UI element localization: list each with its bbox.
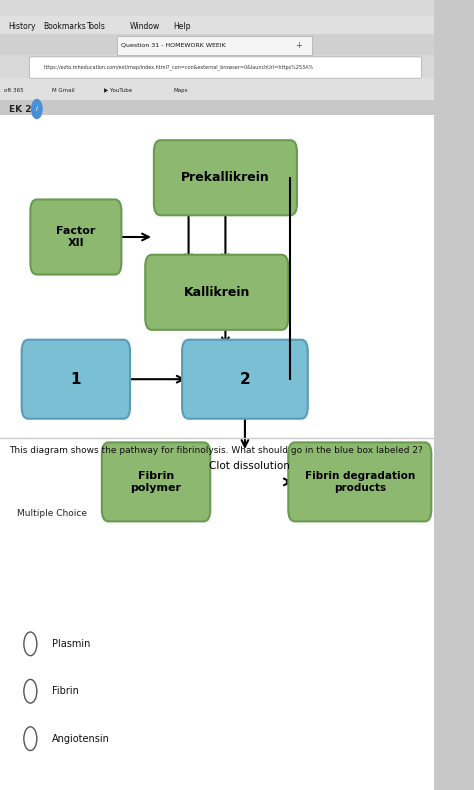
Text: https://ezto.mheducation.com/ext/map/index.html?_con=con&external_browser=0&laun: https://ezto.mheducation.com/ext/map/ind… [43,65,313,70]
Text: This diagram shows the pathway for fibrinolysis. What should go in the blue box : This diagram shows the pathway for fibri… [9,446,422,455]
Text: Tools: Tools [87,22,106,32]
Text: History: History [9,22,36,32]
Text: M Gmail: M Gmail [52,88,74,92]
Text: Fibrin: Fibrin [52,687,79,696]
Text: Bookmarks: Bookmarks [43,22,86,32]
Text: Question 31 - HOMEWORK WEEIK: Question 31 - HOMEWORK WEEIK [121,43,226,47]
Text: Factor
XII: Factor XII [56,226,96,248]
Text: Prekallikrein: Prekallikrein [181,171,270,184]
FancyBboxPatch shape [154,141,297,216]
FancyBboxPatch shape [0,78,434,100]
Text: Maps: Maps [173,88,188,92]
FancyBboxPatch shape [145,255,288,330]
Text: Window: Window [130,22,160,32]
FancyBboxPatch shape [22,340,130,419]
Circle shape [32,100,42,118]
Text: 2: 2 [239,372,250,386]
Text: 1: 1 [71,372,81,386]
FancyBboxPatch shape [0,34,434,55]
Text: Kallikrein: Kallikrein [183,286,250,299]
FancyBboxPatch shape [0,115,434,790]
FancyBboxPatch shape [0,16,434,36]
Text: Multiple Choice: Multiple Choice [18,509,87,518]
Text: oft 365: oft 365 [4,88,24,92]
Text: Clot dissolution: Clot dissolution [209,461,290,471]
Text: Help: Help [173,22,191,32]
FancyBboxPatch shape [0,0,434,55]
Text: ▶ YouTube: ▶ YouTube [104,88,132,92]
Text: +: + [295,40,301,50]
FancyBboxPatch shape [288,442,431,521]
Text: Plasmin: Plasmin [52,639,91,649]
Text: Fibrin degradation
products: Fibrin degradation products [305,471,415,493]
FancyBboxPatch shape [30,200,121,275]
Text: i: i [36,106,38,112]
Text: Angiotensin: Angiotensin [52,734,110,743]
Text: Fibrin
polymer: Fibrin polymer [130,471,182,493]
FancyBboxPatch shape [182,340,308,419]
FancyBboxPatch shape [117,36,312,55]
FancyBboxPatch shape [29,57,421,78]
Text: EK 2: EK 2 [9,104,31,114]
FancyBboxPatch shape [0,55,434,79]
FancyBboxPatch shape [102,442,210,521]
